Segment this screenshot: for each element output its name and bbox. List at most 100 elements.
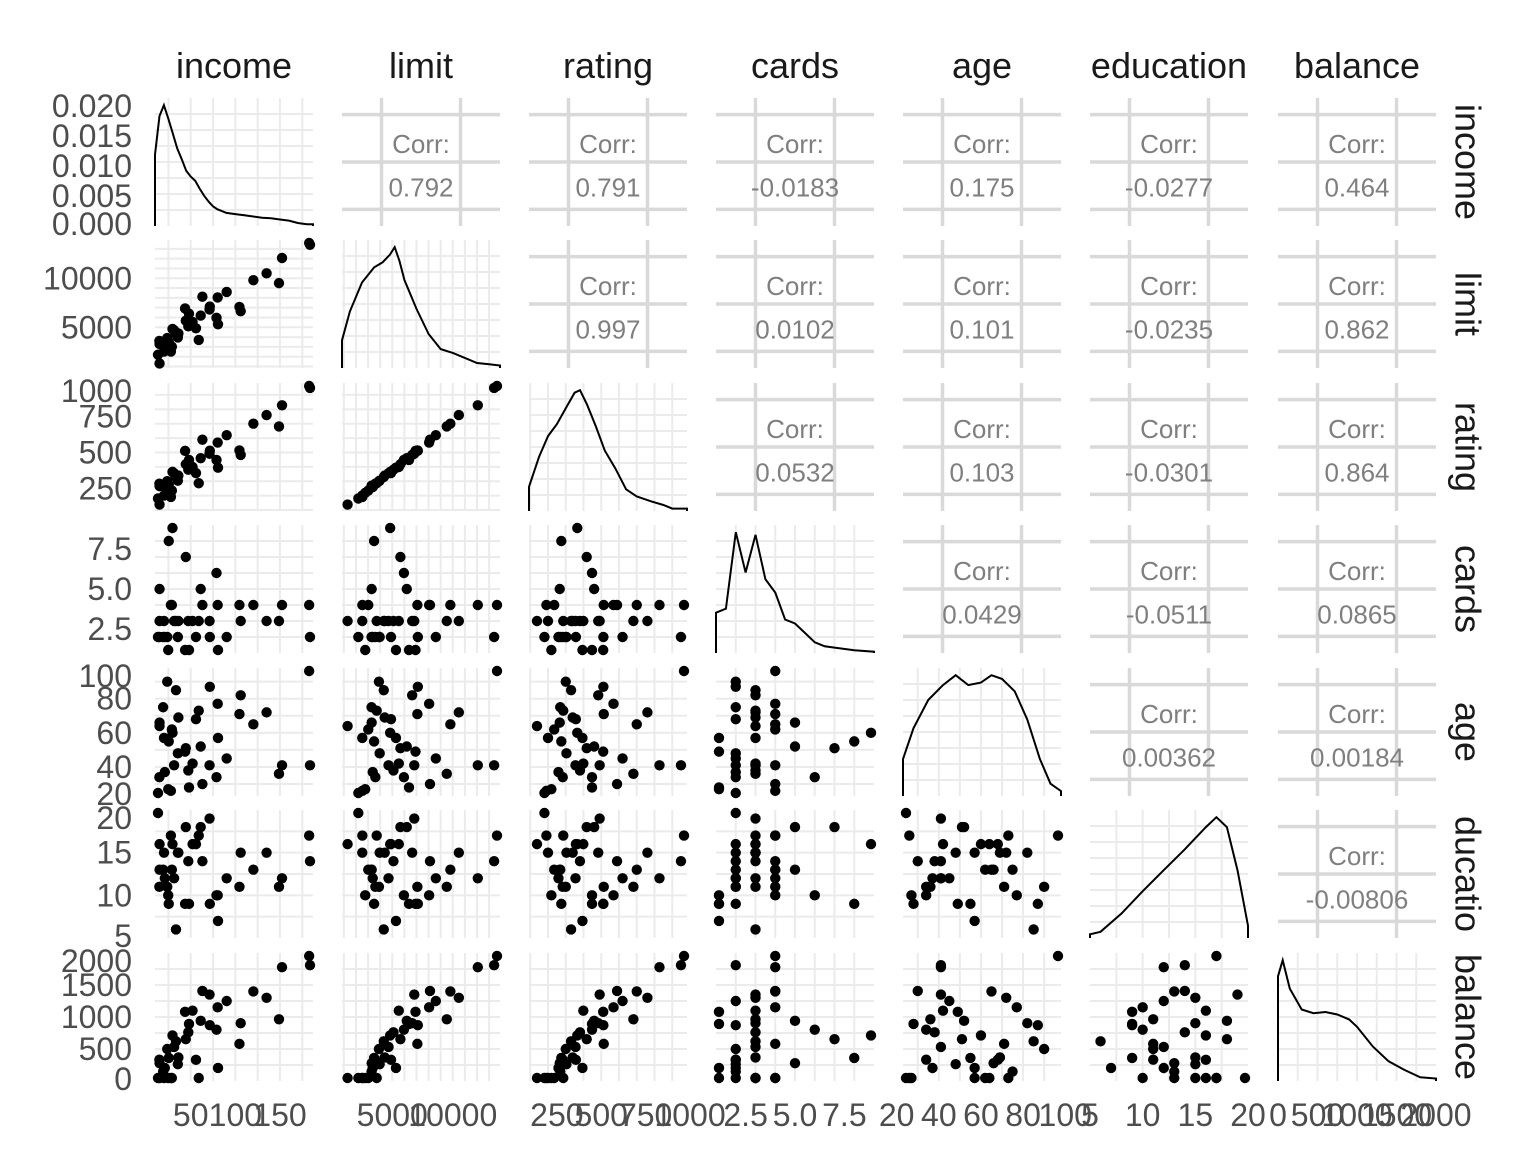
scatter-point bbox=[441, 1014, 452, 1025]
scatter-point bbox=[904, 830, 915, 841]
scatter-point bbox=[770, 890, 781, 901]
panel-rating-age: Corr: 0.103 bbox=[903, 383, 1061, 511]
scatter-point bbox=[204, 304, 215, 315]
scatter-point bbox=[152, 787, 164, 799]
density-curve-limit bbox=[341, 244, 501, 368]
scatter-point bbox=[472, 400, 483, 411]
scatter-point bbox=[430, 995, 442, 1007]
scatter-point bbox=[927, 1062, 938, 1074]
scatter-point bbox=[172, 1058, 184, 1070]
density-curve-age bbox=[902, 673, 1062, 796]
scatter-point bbox=[750, 992, 761, 1003]
corr-value: 0.0865 bbox=[1317, 600, 1397, 630]
scatter-point bbox=[588, 821, 600, 833]
scatter-point bbox=[586, 1024, 598, 1035]
scatter-point bbox=[248, 719, 259, 730]
scatter-point bbox=[678, 599, 690, 611]
scatter-point bbox=[770, 698, 781, 710]
scatter-point bbox=[572, 838, 583, 850]
scatter-point bbox=[409, 813, 420, 824]
scatter-point bbox=[598, 708, 609, 720]
scatter-point bbox=[750, 684, 761, 696]
scatter-point bbox=[730, 1019, 741, 1031]
panel-income-income bbox=[154, 98, 314, 226]
corr-value: 0.792 bbox=[388, 173, 453, 203]
scatter-point bbox=[154, 838, 165, 850]
scatter-point bbox=[197, 434, 208, 445]
corr-label: Corr: bbox=[1140, 271, 1198, 301]
scatter-point bbox=[750, 830, 761, 841]
scatter-point bbox=[1221, 1033, 1233, 1045]
scatter-point bbox=[539, 807, 550, 819]
scatter-point bbox=[975, 838, 987, 850]
scatter-point bbox=[163, 890, 174, 901]
corr-value: -0.00806 bbox=[1306, 885, 1409, 915]
corr-label: Corr: bbox=[579, 271, 637, 301]
scatter-point bbox=[553, 873, 564, 884]
scatter-point bbox=[1137, 1072, 1148, 1084]
scatter-point bbox=[424, 856, 436, 867]
corr-value: -0.0511 bbox=[1126, 600, 1212, 630]
scatter-point bbox=[304, 382, 316, 394]
scatter-point bbox=[154, 720, 165, 732]
scatter-point bbox=[195, 310, 206, 321]
corr-value: 0.103 bbox=[949, 458, 1014, 488]
scatter-point bbox=[204, 681, 216, 692]
scatter-point bbox=[273, 1014, 285, 1025]
scatter-point bbox=[675, 760, 687, 771]
scatter-point bbox=[920, 1024, 932, 1035]
scatter-point bbox=[1158, 1062, 1169, 1074]
scatter-point bbox=[577, 644, 588, 656]
scatter-point bbox=[654, 873, 665, 884]
corr-label: Corr: bbox=[953, 271, 1011, 301]
panel-rating-limit bbox=[342, 380, 503, 511]
scatter-point bbox=[373, 1043, 385, 1055]
scatter-point bbox=[398, 567, 410, 579]
scatter-point bbox=[445, 986, 456, 997]
scatter-point bbox=[998, 1038, 1010, 1050]
scatter-point bbox=[1126, 1052, 1138, 1064]
scatter-point bbox=[152, 349, 164, 360]
scatter-point bbox=[1148, 1014, 1159, 1025]
col-strip-education: education bbox=[1091, 45, 1247, 86]
scatter-point bbox=[180, 551, 191, 563]
scatter-point bbox=[366, 583, 377, 595]
scatter-point bbox=[560, 1043, 571, 1055]
col-strip-cards: cards bbox=[751, 45, 839, 86]
panel-limit-rating: Corr: 0.997 bbox=[529, 240, 687, 368]
scatter-point bbox=[180, 743, 191, 754]
scatter-point bbox=[453, 615, 465, 627]
panel-rating-rating bbox=[528, 383, 688, 511]
corr-label: Corr: bbox=[1328, 129, 1386, 159]
scatter-point bbox=[730, 873, 741, 884]
scatter-point bbox=[183, 1018, 195, 1030]
scatter-point bbox=[642, 847, 653, 858]
scatter-point bbox=[172, 631, 184, 643]
scatter-point bbox=[586, 898, 598, 910]
panel-balance-balance bbox=[1277, 953, 1437, 1081]
scatter-point bbox=[770, 1072, 781, 1084]
scatter-point bbox=[577, 1062, 588, 1074]
scatter-point bbox=[1126, 1006, 1138, 1018]
scatter-point bbox=[204, 631, 216, 643]
scatter-point bbox=[920, 890, 932, 901]
scatter-point bbox=[1179, 985, 1191, 997]
panel-age-income bbox=[152, 665, 316, 799]
panel-education-age bbox=[900, 807, 1064, 938]
y-tick-education: 10 bbox=[96, 877, 132, 913]
scatter-point bbox=[730, 1072, 741, 1084]
scatter-point bbox=[212, 1002, 223, 1013]
scatter-point bbox=[357, 615, 368, 627]
scatter-point bbox=[360, 644, 371, 656]
y-tick-education: 20 bbox=[96, 800, 132, 836]
panel-balance-limit bbox=[342, 950, 503, 1084]
scatter-point bbox=[556, 535, 567, 547]
scatter-point bbox=[342, 1072, 353, 1084]
x-tick-rating: 500 bbox=[575, 1097, 628, 1133]
scatter-point bbox=[998, 881, 1010, 892]
scatter-point bbox=[560, 676, 571, 687]
scatter-point bbox=[488, 382, 500, 394]
scatter-point bbox=[979, 1072, 991, 1084]
scatter-point bbox=[406, 690, 418, 701]
